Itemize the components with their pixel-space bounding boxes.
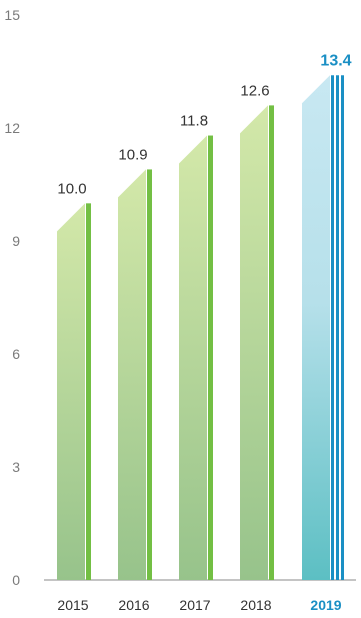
bar-value-label: 10.9 bbox=[118, 146, 147, 163]
y-tick-label: 9 bbox=[12, 233, 20, 249]
x-axis: 2015 2016 2017 2018 2019 bbox=[57, 597, 341, 613]
y-tick-label: 12 bbox=[4, 120, 20, 136]
bars: 10.0 10.9 11.8 12.6 13.4 bbox=[57, 52, 352, 581]
bar-stripe-2019 bbox=[331, 75, 334, 581]
bar-2019 bbox=[302, 75, 330, 581]
bar-stripe-2016 bbox=[147, 169, 152, 580]
bar-stripe-2017 bbox=[208, 135, 213, 581]
bar-stripe-2015 bbox=[86, 203, 91, 581]
y-tick-label: 6 bbox=[12, 346, 20, 362]
bar-value-label: 13.4 bbox=[320, 52, 351, 69]
bar-2017 bbox=[179, 135, 207, 581]
y-tick-label: 15 bbox=[4, 7, 20, 23]
x-tick-label: 2016 bbox=[118, 597, 149, 613]
bar-stripe-2018 bbox=[269, 105, 274, 581]
y-tick-label: 3 bbox=[12, 459, 20, 475]
x-tick-label: 2018 bbox=[240, 597, 271, 613]
x-tick-label: 2017 bbox=[179, 597, 210, 613]
bar-value-label: 11.8 bbox=[180, 113, 208, 130]
bar-2015 bbox=[57, 203, 85, 581]
bar-value-label: 12.6 bbox=[240, 82, 269, 99]
x-tick-label: 2019 bbox=[310, 597, 341, 613]
bar-2018 bbox=[240, 105, 268, 581]
bar-value-label: 10.0 bbox=[57, 180, 86, 197]
bar-stripe-2019 bbox=[341, 75, 344, 581]
bar-stripe-2019 bbox=[336, 75, 339, 581]
x-tick-label: 2015 bbox=[57, 597, 88, 613]
y-axis: 0 3 6 9 12 15 bbox=[4, 7, 20, 588]
bar-2016 bbox=[118, 169, 146, 580]
y-tick-label: 0 bbox=[12, 572, 20, 588]
